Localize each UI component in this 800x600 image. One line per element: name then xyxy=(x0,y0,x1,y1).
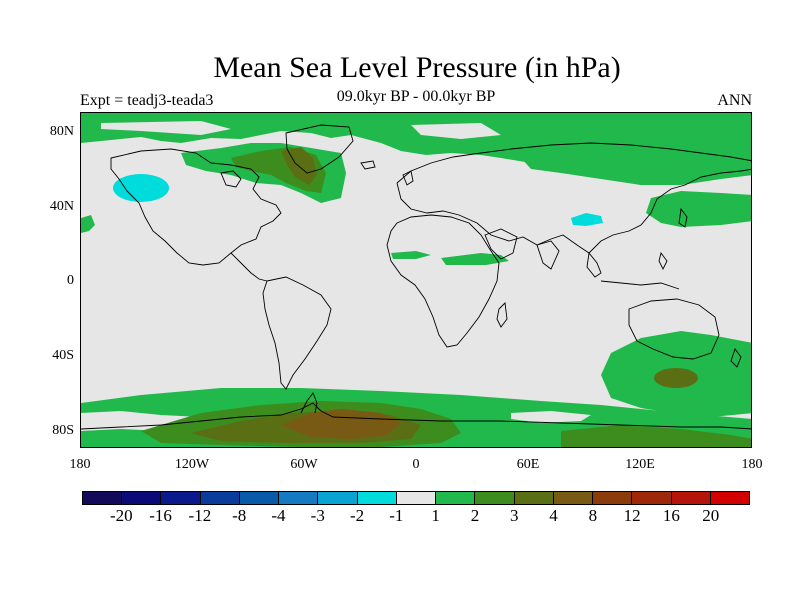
colorbar xyxy=(82,491,750,505)
siberia-positive xyxy=(521,153,751,185)
colorbar-label: 3 xyxy=(509,506,519,525)
colorbar-swatch xyxy=(239,492,280,504)
lon-label-60e: 60E xyxy=(516,457,540,472)
lon-label-180e: 180 xyxy=(741,457,763,472)
lon-label-120w: 120W xyxy=(174,457,210,472)
experiment-label: Expt = teadj3-teada3 xyxy=(80,92,214,109)
lat-label-40n: 40N xyxy=(49,199,74,214)
colorbar-label: -4 xyxy=(271,506,286,525)
north-pacific-negative xyxy=(113,174,169,202)
lat-label-80n: 80N xyxy=(49,124,74,139)
colorbar-label: -2 xyxy=(349,506,365,525)
colorbar-label: 4 xyxy=(549,506,558,525)
colorbar-label: -16 xyxy=(149,506,172,525)
lon-label-60w: 60W xyxy=(290,457,318,472)
lat-label-0: 0 xyxy=(67,273,74,288)
sahel-positive-2 xyxy=(441,253,509,265)
colorbar-swatch xyxy=(122,492,162,504)
colorbar-swatch xyxy=(475,492,515,504)
weddell-positive-8 xyxy=(281,409,401,439)
arctic-gap xyxy=(101,121,231,135)
colorbar-label: 1 xyxy=(431,506,440,525)
colorbar-label: 20 xyxy=(702,506,720,525)
colorbar-swatch xyxy=(710,492,749,504)
colorbar-label: 12 xyxy=(623,506,641,525)
lat-label-80s: 80S xyxy=(52,423,74,438)
colorbar-swatch xyxy=(83,492,123,504)
nw-pacific-positive xyxy=(646,191,751,227)
colorbar-swatch xyxy=(161,492,201,504)
colorbar-swatch xyxy=(396,492,437,504)
season-label: ANN xyxy=(717,92,752,109)
colorbar-label: 16 xyxy=(662,506,680,525)
colorbar-swatch xyxy=(514,492,554,504)
colorbar-swatch xyxy=(671,492,711,504)
colorbar-swatch xyxy=(279,492,319,504)
colorbar-swatch xyxy=(200,492,240,504)
map-plot xyxy=(80,112,752,448)
colorbar-swatch xyxy=(593,492,633,504)
lon-label-180w: 180 xyxy=(69,457,91,472)
colorbar-swatch xyxy=(318,492,358,504)
lat-label-40s: 40S xyxy=(52,348,74,363)
colorbar-label: -20 xyxy=(109,506,133,525)
sahel-positive xyxy=(391,251,431,259)
coastlines xyxy=(81,124,751,430)
colorbar-label: -12 xyxy=(188,506,212,525)
tibet-negative xyxy=(571,213,603,226)
colorbar-label: 2 xyxy=(470,506,480,525)
arctic-gap-2 xyxy=(411,123,501,139)
lon-label-0: 0 xyxy=(412,457,420,472)
colorbar-label: -8 xyxy=(232,506,247,525)
atlantic-positive-strip xyxy=(81,215,95,233)
southern-ocean-gap-2 xyxy=(511,411,591,423)
map-svg xyxy=(81,113,751,447)
colorbar-swatch xyxy=(436,492,476,504)
period-label: 09.0kyr BP - 00.0kyr BP xyxy=(336,88,496,105)
colorbar-label: -1 xyxy=(389,506,404,525)
colorbar-label: -3 xyxy=(310,506,325,525)
east-antarctica-positive-3 xyxy=(561,425,751,447)
lon-label-120e: 120E xyxy=(625,457,655,472)
colorbar-swatch xyxy=(357,492,397,504)
colorbar-label: 8 xyxy=(588,506,598,525)
colorbar-swatch xyxy=(632,492,672,504)
chart-title: Mean Sea Level Pressure (in hPa) xyxy=(213,51,621,84)
colorbar-swatch xyxy=(553,492,594,504)
south-australia-positive-3 xyxy=(654,368,698,388)
